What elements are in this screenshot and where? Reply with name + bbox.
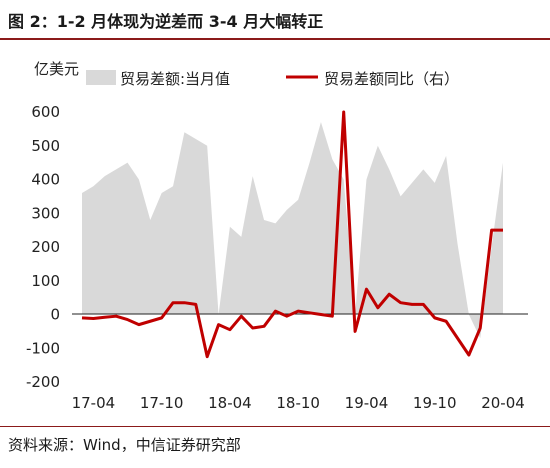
y-tick-label: -200 — [26, 373, 60, 391]
y-tick-label: 400 — [31, 171, 60, 189]
source-note: 资料来源：Wind，中信证券研究部 — [8, 436, 241, 454]
y-tick-label: 300 — [31, 204, 60, 222]
x-tick-label: 18-10 — [276, 394, 320, 412]
legend-swatch-area — [86, 70, 116, 85]
x-tick-label: 20-04 — [481, 394, 525, 412]
chart: 亿美元 贸易差额:当月值 贸易差额同比（右） 600 500 400 300 200 10… — [26, 60, 528, 412]
line-series-path — [81, 110, 503, 359]
area-series-fill — [82, 122, 503, 339]
y-tick-label: 100 — [31, 272, 60, 290]
y-tick-label: 200 — [31, 238, 60, 256]
line-series — [81, 110, 503, 359]
x-tick-label: 19-10 — [413, 394, 457, 412]
legend: 贸易差额:当月值 贸易差额同比（右） — [86, 70, 459, 88]
x-tick-label: 17-04 — [72, 394, 116, 412]
y-tick-label: 500 — [31, 137, 60, 155]
x-axis-ticks: 17-04 17-10 18-04 18-10 19-04 19-10 20-04 — [72, 394, 525, 412]
title-rule — [0, 38, 550, 40]
area-series — [82, 122, 503, 339]
y-axis-unit-label: 亿美元 — [34, 60, 79, 78]
legend-label-line: 贸易差额同比（右） — [324, 70, 459, 88]
x-tick-label: 19-04 — [345, 394, 389, 412]
y-axis-ticks: 600 500 400 300 200 100 0 -100 -200 — [26, 103, 60, 391]
y-tick-label: -100 — [26, 339, 60, 357]
x-tick-label: 18-04 — [208, 394, 252, 412]
y-tick-label: 0 — [50, 306, 60, 324]
figure-title: 图 2：1-2 月体现为逆差而 3-4 月大幅转正 — [8, 12, 324, 31]
y-tick-label: 600 — [31, 103, 60, 121]
source-rule — [0, 426, 550, 427]
x-tick-label: 17-10 — [140, 394, 184, 412]
legend-label-area: 贸易差额:当月值 — [120, 70, 230, 88]
